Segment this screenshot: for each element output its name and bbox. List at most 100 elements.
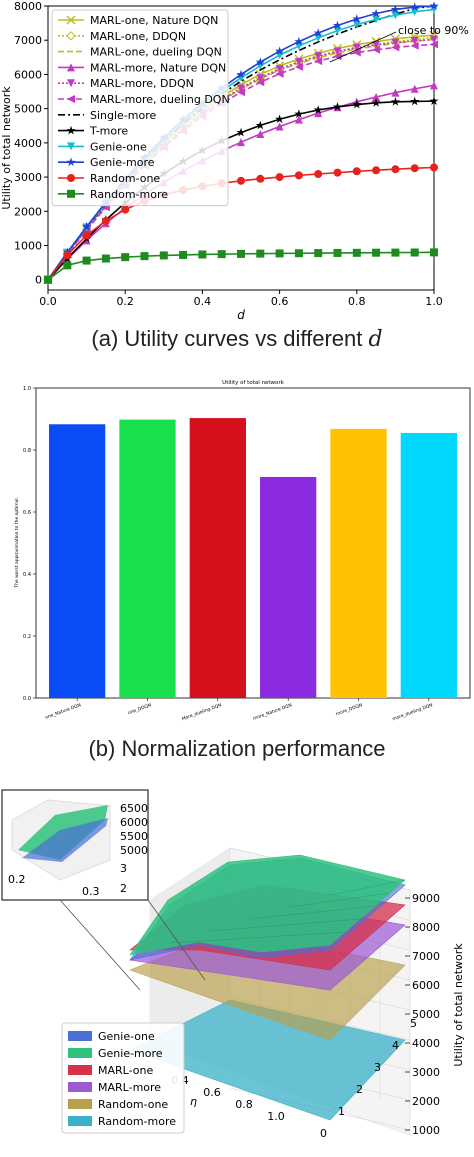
y-tick-label: 1.0	[23, 386, 31, 392]
inset-x-tick-label: 0.2	[8, 873, 26, 886]
data-point	[352, 167, 361, 176]
inset-z-tick-label: 6000	[120, 816, 148, 829]
data-point	[313, 28, 323, 37]
data-point	[333, 168, 342, 177]
data-point	[314, 170, 323, 179]
data-point	[390, 4, 400, 14]
legend-box	[61, 1022, 185, 1134]
x-tick-label: 0.8	[235, 1098, 253, 1111]
data-point	[410, 164, 419, 173]
data-point	[314, 57, 323, 66]
y-tick-label: 1	[338, 1105, 345, 1118]
y-tick-label: 5	[410, 1017, 417, 1030]
x-tick-label: one_DDQN	[127, 702, 152, 716]
inset-z-tick-label: 6500	[120, 802, 148, 815]
data-point	[255, 57, 265, 66]
data-point	[236, 127, 246, 137]
data-point	[275, 65, 284, 74]
data-point	[237, 84, 245, 93]
data-point	[82, 221, 92, 231]
legend-label: Single-more	[90, 109, 157, 122]
data-point	[314, 109, 323, 118]
data-point	[256, 74, 265, 83]
data-point	[237, 88, 245, 97]
data-point	[333, 47, 342, 56]
legend-label: Genie-more	[90, 156, 155, 169]
data-point	[294, 109, 304, 119]
annotation-text: close to 90%	[398, 24, 469, 37]
data-point	[372, 41, 381, 50]
inset-y-tick-label: 3	[120, 862, 127, 875]
data-point	[236, 69, 246, 79]
data-point	[391, 88, 400, 97]
data-point	[121, 205, 130, 214]
inset-y-tick-label: 2	[120, 882, 127, 895]
mesh-line	[249, 905, 376, 920]
x-tick-label: more_Nature DQN	[252, 702, 293, 722]
data-point	[430, 81, 438, 90]
x-tick-label: 0.6	[203, 1086, 221, 1099]
z-tick-label: 6000	[412, 979, 440, 992]
y-tick-label: 0	[320, 1127, 327, 1140]
caption-b: (b) Normalization performance	[88, 736, 386, 761]
data-point	[352, 14, 362, 23]
data-point	[372, 45, 381, 54]
mesh-line	[329, 879, 406, 896]
y-tick-label: 0.0	[23, 696, 31, 702]
data-point	[67, 63, 75, 72]
inset-z-tick-label: 5000	[120, 844, 148, 857]
data-point	[159, 251, 168, 260]
legend-label: Random-more	[90, 188, 168, 201]
data-point	[429, 96, 439, 106]
data-point	[430, 248, 438, 257]
x-axis-label: d	[237, 308, 245, 322]
data-point	[371, 8, 381, 18]
y-tick-label: 5000	[14, 103, 42, 116]
z-tick-label: 1000	[412, 1124, 440, 1137]
data-point	[67, 174, 75, 182]
y-tick-label: 2	[356, 1083, 363, 1096]
data-point	[390, 97, 400, 106]
y-axis-label: Utility of total network	[0, 86, 13, 210]
data-point	[429, 1, 439, 10]
data-point	[255, 120, 265, 130]
y-tick-label: 4000	[14, 137, 42, 150]
data-point	[67, 189, 75, 198]
data-point	[410, 41, 419, 50]
data-point	[372, 93, 381, 102]
z-tick-label: 7000	[412, 950, 440, 963]
chart-title: Utility of total network	[222, 380, 284, 386]
data-point	[66, 15, 76, 25]
data-point	[67, 79, 75, 88]
y-tick-label: 0.2	[23, 634, 31, 640]
data-point	[237, 176, 245, 185]
data-point	[391, 165, 400, 174]
bar	[119, 419, 176, 698]
data-point	[256, 249, 265, 258]
y-tick-label: 3000	[14, 171, 42, 184]
legend-label: Genie-more	[98, 1047, 163, 1060]
mesh-line	[289, 892, 391, 908]
annotation-arrow	[329, 31, 397, 63]
data-point	[67, 95, 75, 103]
legend-swatch	[68, 1048, 92, 1058]
bar	[330, 428, 387, 698]
z-tick-label: 9000	[412, 892, 440, 905]
z-tick-label: 4000	[412, 1037, 440, 1050]
data-point	[294, 62, 303, 71]
z-tick-label: 3000	[412, 1066, 440, 1079]
legend-label: MARL-one	[98, 1064, 153, 1077]
y-tick-label: 3	[374, 1061, 381, 1074]
data-point	[237, 138, 245, 147]
data-point	[275, 173, 284, 182]
plot-frame	[47, 5, 435, 291]
data-point	[294, 36, 304, 46]
data-point	[410, 248, 419, 257]
y-tick-label: 0	[35, 274, 42, 287]
y-tick-label: 1000	[14, 240, 42, 253]
data-point	[352, 20, 361, 29]
data-point	[82, 231, 91, 240]
legend-box	[51, 9, 229, 207]
line-chart-panel: 0.0 0.2 0.4 0.6 0.8 1.0 0 1000 2000 3000 4000 5000 6…	[0, 0, 469, 322]
